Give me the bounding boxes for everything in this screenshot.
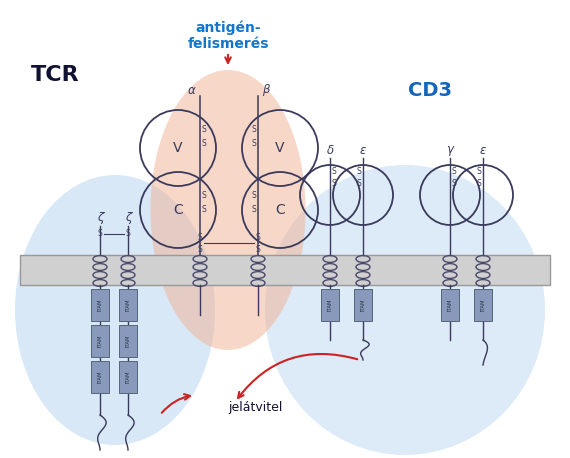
Text: ITAM: ITAM bbox=[125, 335, 131, 347]
Text: S: S bbox=[202, 125, 206, 135]
Text: ζ: ζ bbox=[125, 212, 131, 224]
Ellipse shape bbox=[150, 70, 306, 350]
Text: S: S bbox=[451, 168, 457, 176]
FancyBboxPatch shape bbox=[91, 289, 109, 321]
Text: ε: ε bbox=[360, 143, 366, 157]
Text: δ: δ bbox=[327, 143, 333, 157]
Text: S: S bbox=[357, 180, 361, 189]
Text: S: S bbox=[125, 229, 131, 239]
Text: ITAM: ITAM bbox=[481, 299, 486, 311]
Text: ε: ε bbox=[480, 143, 486, 157]
FancyBboxPatch shape bbox=[91, 361, 109, 393]
Text: V: V bbox=[275, 141, 285, 155]
Text: S: S bbox=[255, 233, 260, 241]
Ellipse shape bbox=[15, 175, 215, 445]
Text: S: S bbox=[357, 168, 361, 176]
Text: S: S bbox=[477, 168, 482, 176]
Text: S: S bbox=[251, 138, 256, 147]
Text: ITAM: ITAM bbox=[97, 299, 103, 311]
Text: ITAM: ITAM bbox=[447, 299, 453, 311]
Text: C: C bbox=[275, 203, 285, 217]
Text: S: S bbox=[202, 205, 206, 213]
FancyBboxPatch shape bbox=[354, 289, 372, 321]
Text: felismerés: felismerés bbox=[188, 37, 268, 51]
Text: ITAM: ITAM bbox=[97, 335, 103, 347]
Text: S: S bbox=[451, 180, 457, 189]
Text: S: S bbox=[255, 245, 260, 253]
Text: S: S bbox=[251, 205, 256, 213]
Text: S: S bbox=[198, 233, 202, 241]
Text: S: S bbox=[251, 191, 256, 201]
FancyBboxPatch shape bbox=[441, 289, 459, 321]
Text: α: α bbox=[188, 83, 196, 97]
Text: ζ: ζ bbox=[97, 212, 103, 224]
Text: ITAM: ITAM bbox=[328, 299, 332, 311]
Text: CD3: CD3 bbox=[408, 81, 452, 99]
FancyBboxPatch shape bbox=[91, 325, 109, 357]
Text: V: V bbox=[173, 141, 183, 155]
FancyBboxPatch shape bbox=[474, 289, 492, 321]
Ellipse shape bbox=[265, 165, 545, 455]
Bar bbox=[20, 255, 550, 285]
FancyBboxPatch shape bbox=[119, 289, 137, 321]
FancyBboxPatch shape bbox=[321, 289, 339, 321]
Text: S: S bbox=[202, 138, 206, 147]
Text: jelátvitel: jelátvitel bbox=[228, 402, 282, 414]
Text: antigén-: antigén- bbox=[195, 21, 261, 35]
Text: S: S bbox=[332, 168, 336, 176]
Text: ITAM: ITAM bbox=[97, 371, 103, 383]
Text: γ: γ bbox=[446, 143, 454, 157]
Text: S: S bbox=[477, 180, 482, 189]
Text: S: S bbox=[202, 191, 206, 201]
Text: S: S bbox=[198, 245, 202, 253]
Text: S: S bbox=[97, 229, 103, 239]
Text: ITAM: ITAM bbox=[125, 371, 131, 383]
Text: S: S bbox=[251, 125, 256, 135]
Text: β: β bbox=[262, 83, 270, 97]
Text: ITAM: ITAM bbox=[125, 299, 131, 311]
Text: ITAM: ITAM bbox=[360, 299, 365, 311]
Text: TCR: TCR bbox=[31, 65, 79, 85]
Text: S: S bbox=[332, 180, 336, 189]
FancyBboxPatch shape bbox=[119, 361, 137, 393]
Text: C: C bbox=[173, 203, 183, 217]
FancyBboxPatch shape bbox=[119, 325, 137, 357]
